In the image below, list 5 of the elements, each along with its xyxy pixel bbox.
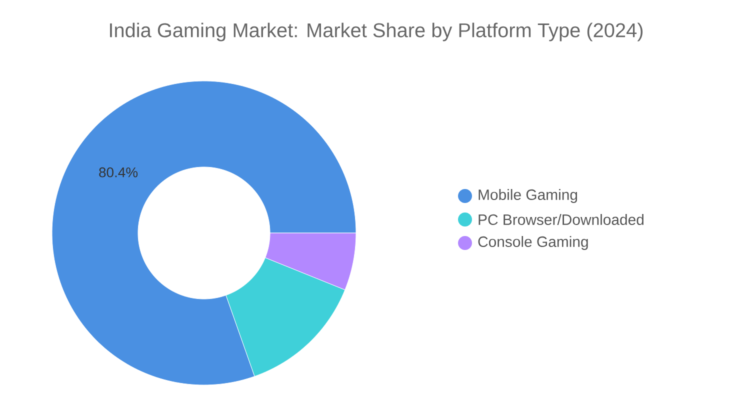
legend-label: PC Browser/Downloaded	[478, 214, 644, 225]
legend-label: Mobile Gaming	[478, 189, 578, 203]
legend-label: Console Gaming	[478, 236, 588, 250]
data-label: 80.4%	[99, 167, 138, 178]
chart-title: India Gaming Market: Market Share by Platform Type (2024)	[110, 22, 643, 42]
